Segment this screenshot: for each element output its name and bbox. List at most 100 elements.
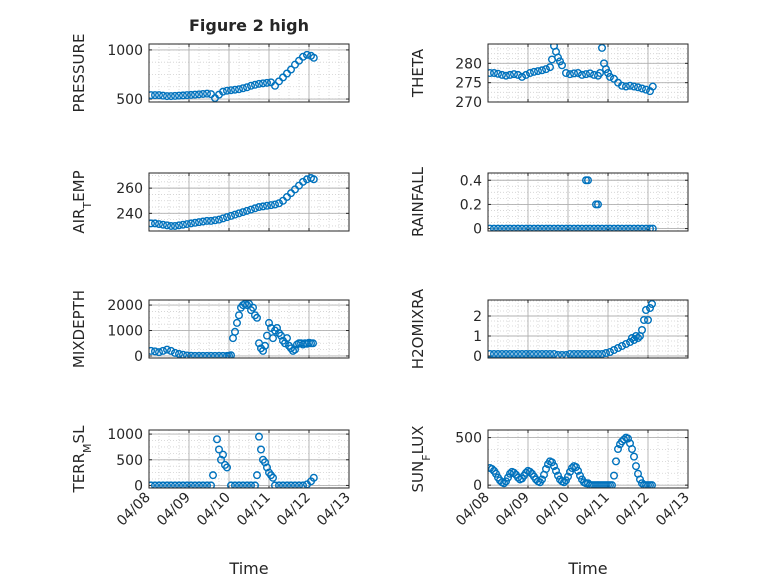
data-point [150,219,159,228]
subplot-mixdepth: 0 1000 2000 MIXDEPTH [70,290,350,368]
data-point [194,90,203,99]
data-point [630,336,639,345]
y-tick-label: 0 [134,349,143,365]
data-point [155,481,163,488]
data-point [582,224,590,231]
data-point [502,350,510,358]
data-point [574,224,582,231]
data-point [247,481,255,488]
data-point [510,224,518,231]
data-point [566,70,575,79]
data-point [614,224,622,231]
data-point [263,463,272,472]
data-point [526,350,534,358]
y-tick-label: 0 [134,478,143,494]
subplot-pressure: 500 1000 PRESSURE Figure 2 high [70,16,350,113]
data-point [518,72,527,81]
data-point [550,350,558,358]
data-point [222,213,231,222]
data-point [149,481,155,488]
data-point [488,69,494,77]
data-point [506,224,514,231]
data-point [642,306,651,315]
y-tick-label: 500 [455,431,482,447]
data-point [510,350,518,358]
data-point [534,67,543,76]
data-point [234,85,243,94]
data-point [554,53,563,62]
data-point [178,220,187,229]
data-point [646,224,654,231]
y-axis-label: MIXDEPTH [70,290,88,368]
data-point [218,214,227,223]
y-axis-label: SUNFLUX [409,426,433,493]
data-point [602,349,611,358]
data-point [206,216,215,225]
data-point [162,92,171,101]
data-point [252,471,261,480]
y-tick-label: 240 [116,206,143,222]
y-tick-label: 1 [473,329,482,345]
data-point [572,463,581,472]
y-tick-label: 500 [116,453,143,469]
data-point [562,476,571,485]
data-point [238,84,247,93]
data-point [218,450,227,459]
data-point [273,323,282,332]
data-point [632,462,641,471]
data-point [154,91,163,100]
data-point [154,348,163,357]
data-point [303,50,312,59]
data-point [586,350,594,358]
data-point [558,61,567,70]
data-point [171,481,179,488]
data-point [263,78,272,87]
data-point [546,224,554,231]
data-point [275,199,284,208]
data-point [271,81,280,90]
y-axis-label: AIRTEMP [70,170,94,233]
y-tick-label: 280 [455,56,482,72]
axes-box [148,172,350,232]
y-axis-label: PRESSURE [70,34,88,113]
data-point [202,89,211,98]
y-tick-label: 260 [116,181,143,197]
data-point [638,84,647,93]
data-point [590,224,598,231]
data-point [630,452,639,461]
data-point [269,334,278,343]
data-point [283,481,291,488]
data-point [626,224,634,231]
y-tick-label: 0 [473,349,482,365]
data-point [230,85,239,94]
data-point [606,224,614,231]
data-point [267,201,276,210]
data-point [281,339,290,348]
data-point [214,215,223,224]
data-point [522,224,530,231]
y-axis-label: H2OMIXRA [409,288,427,369]
data-point [622,224,630,231]
data-point [203,481,211,488]
data-point [291,481,299,488]
data-point [498,70,507,79]
y-tick-label: 0.2 [460,197,482,213]
data-point [254,432,263,441]
chart-title: Figure 2 high [189,16,309,35]
data-point [548,458,557,467]
data-point [604,68,613,77]
data-point [560,478,569,487]
data-series [488,176,657,231]
data-point [149,219,155,228]
data-point [594,200,603,209]
data-point [550,224,558,231]
data-point [620,435,629,444]
data-point [250,80,259,89]
data-point [283,334,292,343]
data-point [578,350,586,358]
data-point [566,467,575,476]
data-point [562,68,571,77]
data-point [538,66,547,75]
data-point [518,224,526,231]
data-point [638,224,646,231]
